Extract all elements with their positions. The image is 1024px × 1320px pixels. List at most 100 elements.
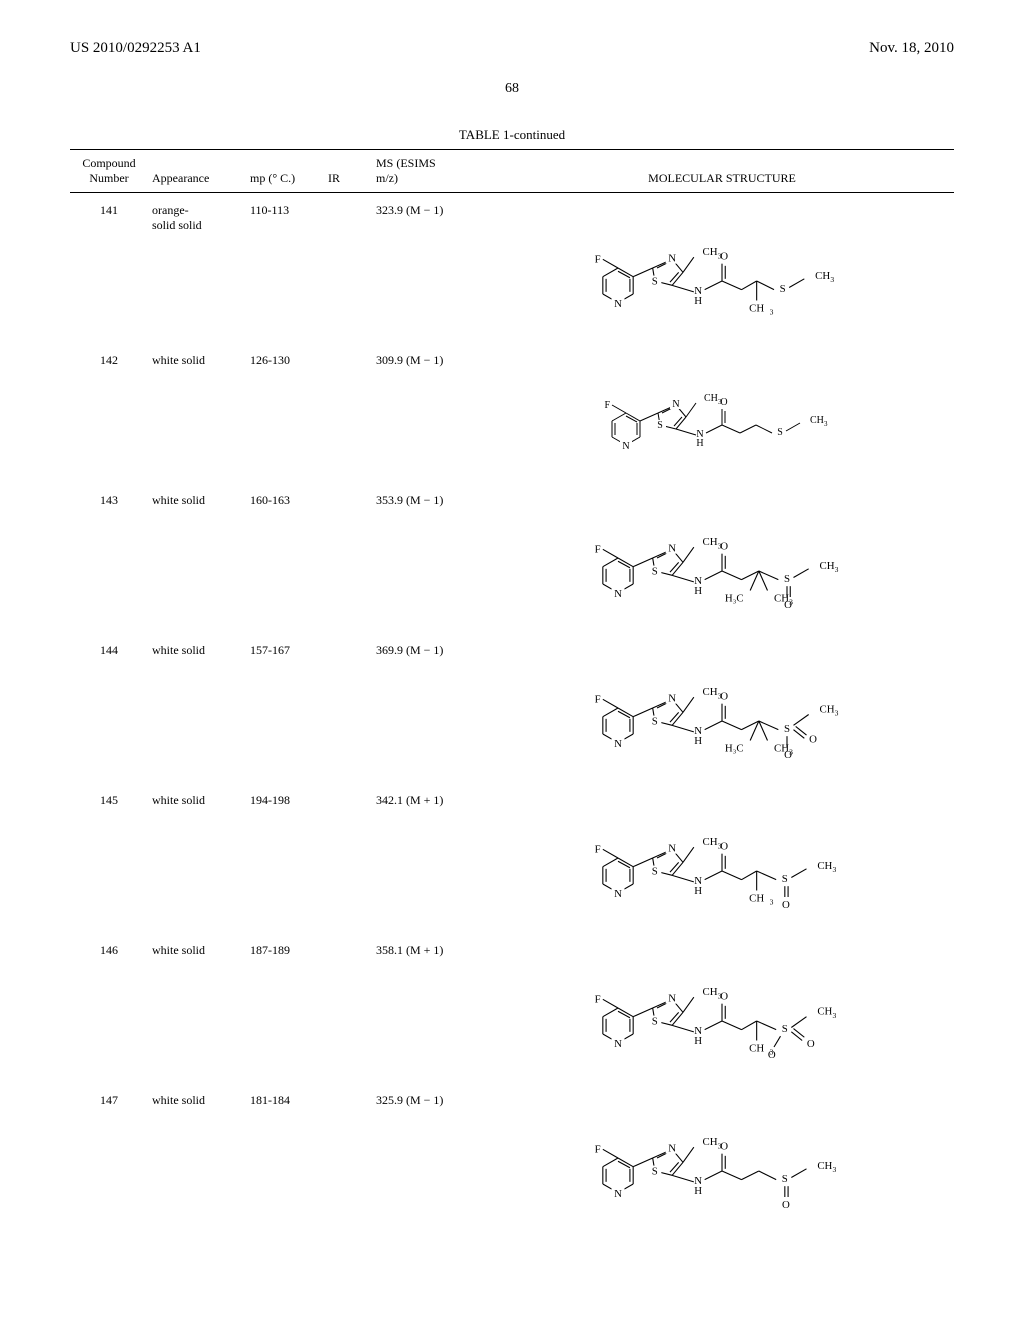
table-row: 147 white solid 181-184 325.9 (M − 1) FN… xyxy=(70,1083,954,1233)
cell-ms: 325.9 (M − 1) xyxy=(372,1083,490,1233)
svg-text:O: O xyxy=(720,690,728,702)
svg-text:CH: CH xyxy=(749,1042,764,1054)
cell-structure: FNNSCH3NHOSOCH3 xyxy=(490,1083,954,1233)
svg-text:CH: CH xyxy=(703,246,718,258)
svg-text:N: N xyxy=(614,588,622,600)
svg-text:CH: CH xyxy=(820,703,835,715)
svg-text:N: N xyxy=(614,738,622,750)
svg-text:O: O xyxy=(807,1038,815,1050)
svg-text:N: N xyxy=(614,298,622,310)
svg-text:3: 3 xyxy=(833,1165,837,1174)
svg-text:O: O xyxy=(720,397,727,408)
cell-ir xyxy=(324,343,372,483)
cell-appearance: orange- solid solid xyxy=(148,193,246,343)
pub-date: Nov. 18, 2010 xyxy=(869,40,954,57)
cell-ir xyxy=(324,783,372,933)
svg-text:CH: CH xyxy=(817,1006,832,1018)
svg-text:N: N xyxy=(668,993,676,1005)
svg-text:N: N xyxy=(614,1038,622,1050)
cell-ir xyxy=(324,1083,372,1233)
svg-text:N: N xyxy=(672,399,679,410)
cell-compound: 147 xyxy=(70,1083,148,1233)
cell-structure: FNNSCH3NHOH₃CCH3SOOCH3 xyxy=(490,633,954,783)
svg-text:S: S xyxy=(657,420,663,431)
cell-ir xyxy=(324,193,372,343)
svg-text:3: 3 xyxy=(835,709,839,718)
cell-appearance: white solid xyxy=(148,343,246,483)
col-mp: mp (° C.) xyxy=(246,150,324,192)
svg-text:S: S xyxy=(782,1173,788,1185)
svg-text:CH: CH xyxy=(749,302,764,314)
cell-structure: FNNSCH3NHOSCH3 xyxy=(490,343,954,483)
svg-text:H: H xyxy=(694,295,702,307)
svg-text:O: O xyxy=(720,840,728,852)
col-ir: IR xyxy=(324,150,372,192)
svg-text:CH: CH xyxy=(703,536,718,548)
cell-ms: 353.9 (M − 1) xyxy=(372,483,490,633)
svg-text:F: F xyxy=(595,694,601,706)
table-row: 141 orange- solid solid 110-113 323.9 (M… xyxy=(70,193,954,343)
svg-text:3: 3 xyxy=(833,865,837,874)
cell-appearance: white solid xyxy=(148,783,246,933)
svg-text:N: N xyxy=(668,1143,676,1155)
table-header-row: Compound Number Appearance mp (° C.) IR … xyxy=(70,150,954,192)
svg-text:O: O xyxy=(782,1199,790,1211)
svg-text:S: S xyxy=(652,1015,658,1027)
svg-text:CH: CH xyxy=(817,860,832,872)
cell-ir xyxy=(324,633,372,783)
col-appearance: Appearance xyxy=(148,150,246,192)
svg-text:O: O xyxy=(784,749,792,761)
svg-text:3: 3 xyxy=(770,898,774,907)
svg-text:H: H xyxy=(694,585,702,597)
svg-text:CH: CH xyxy=(749,892,764,904)
svg-text:N: N xyxy=(622,441,629,452)
cell-compound: 142 xyxy=(70,343,148,483)
svg-text:N: N xyxy=(614,888,622,900)
svg-text:F: F xyxy=(595,1144,601,1156)
svg-text:H: H xyxy=(694,1185,702,1197)
cell-compound: 141 xyxy=(70,193,148,343)
svg-text:O: O xyxy=(720,990,728,1002)
svg-text:O: O xyxy=(720,250,728,262)
cell-ms: 309.9 (M − 1) xyxy=(372,343,490,483)
cell-ms: 358.1 (M + 1) xyxy=(372,933,490,1083)
svg-text:S: S xyxy=(652,565,658,577)
svg-text:H: H xyxy=(694,1035,702,1047)
cell-mp: 110-113 xyxy=(246,193,324,343)
svg-text:F: F xyxy=(595,544,601,556)
svg-text:O: O xyxy=(809,734,817,746)
cell-mp: 160-163 xyxy=(246,483,324,633)
cell-appearance: white solid xyxy=(148,483,246,633)
svg-text:S: S xyxy=(780,283,786,295)
svg-text:F: F xyxy=(595,254,601,266)
table-row: 145 white solid 194-198 342.1 (M + 1) FN… xyxy=(70,783,954,933)
svg-text:CH: CH xyxy=(704,393,718,404)
cell-mp: 181-184 xyxy=(246,1083,324,1233)
svg-text:O: O xyxy=(720,1140,728,1152)
svg-text:CH: CH xyxy=(810,415,824,426)
page-number: 68 xyxy=(70,81,954,97)
cell-mp: 187-189 xyxy=(246,933,324,1083)
svg-text:S: S xyxy=(784,573,790,585)
svg-text:3: 3 xyxy=(835,565,839,574)
svg-text:H: H xyxy=(696,438,703,449)
compound-table: Compound Number Appearance mp (° C.) IR … xyxy=(70,150,954,1233)
doc-number: US 2010/0292253 A1 xyxy=(70,40,201,57)
cell-compound: 146 xyxy=(70,933,148,1083)
cell-ms: 323.9 (M − 1) xyxy=(372,193,490,343)
svg-text:N: N xyxy=(668,543,676,555)
svg-text:N: N xyxy=(668,843,676,855)
svg-text:CH: CH xyxy=(703,836,718,848)
table-row: 146 white solid 187-189 358.1 (M + 1) FN… xyxy=(70,933,954,1083)
svg-text:N: N xyxy=(614,1188,622,1200)
cell-appearance: white solid xyxy=(148,633,246,783)
svg-text:S: S xyxy=(652,715,658,727)
page-header: US 2010/0292253 A1 Nov. 18, 2010 xyxy=(70,40,954,57)
svg-text:3: 3 xyxy=(833,1011,837,1020)
cell-appearance: white solid xyxy=(148,933,246,1083)
table-row: 142 white solid 126-130 309.9 (M − 1) FN… xyxy=(70,343,954,483)
svg-text:H₃C: H₃C xyxy=(725,592,744,604)
svg-text:S: S xyxy=(777,427,783,438)
svg-text:3: 3 xyxy=(770,308,774,317)
svg-text:3: 3 xyxy=(824,420,828,428)
